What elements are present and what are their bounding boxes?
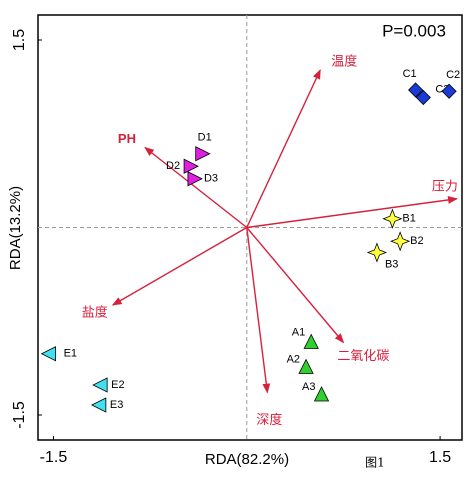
y-tick-label: 1.5: [11, 29, 28, 51]
sample-point: [195, 146, 211, 162]
point-label: D2: [166, 160, 180, 172]
point-label: B2: [410, 235, 423, 247]
point-label: B1: [402, 213, 415, 225]
sample-point: [382, 208, 403, 229]
sample-point: [187, 171, 203, 187]
vector-label: 深度: [256, 412, 282, 428]
sample-point: [441, 83, 457, 99]
sample-point: [183, 158, 199, 174]
vector-label: 盐度: [82, 305, 108, 321]
point-label: E3: [110, 399, 123, 411]
sample-point: [90, 397, 107, 413]
sample-point: [366, 242, 388, 263]
point-label: D1: [198, 132, 212, 144]
vector-label: 温度: [331, 54, 357, 70]
x-axis-title: RDA(82.2%): [205, 451, 289, 468]
vector-label: 二氧化碳: [337, 349, 389, 364]
vector-arrow: [246, 196, 458, 229]
p-value: P=0.003: [382, 21, 446, 40]
vector-label: PH: [118, 131, 136, 146]
vector-arrow: [246, 227, 271, 394]
point-label: C1: [403, 68, 417, 80]
vector-arrow: [111, 226, 248, 306]
y-tick-label: -1.5: [11, 401, 28, 429]
sample-point: [303, 333, 319, 349]
point-label: A1: [292, 326, 305, 338]
point-label: E1: [64, 348, 77, 360]
sample-point: [390, 231, 411, 252]
point-label: C2: [446, 69, 460, 81]
vector-label: 压力: [432, 179, 458, 194]
sample-point: [298, 358, 314, 374]
sample-point: [40, 346, 56, 362]
caption: 图1: [365, 456, 385, 470]
y-axis-title: RDA(13.2%): [7, 186, 24, 270]
sample-point: [313, 386, 330, 402]
point-label: E2: [111, 379, 124, 391]
point-label: A2: [287, 353, 300, 365]
sample-point: [408, 82, 424, 98]
vector-arrow: [246, 227, 345, 344]
sample-point: [415, 89, 431, 106]
sample-point: [92, 377, 108, 393]
x-tick-label: 1.5: [429, 449, 451, 466]
vector-arrow: [246, 69, 321, 228]
point-label: B3: [385, 258, 398, 270]
x-tick-label: -1.5: [40, 449, 68, 466]
vector-arrow: [144, 146, 248, 229]
point-label: A3: [302, 381, 315, 393]
point-label: D3: [204, 173, 218, 185]
